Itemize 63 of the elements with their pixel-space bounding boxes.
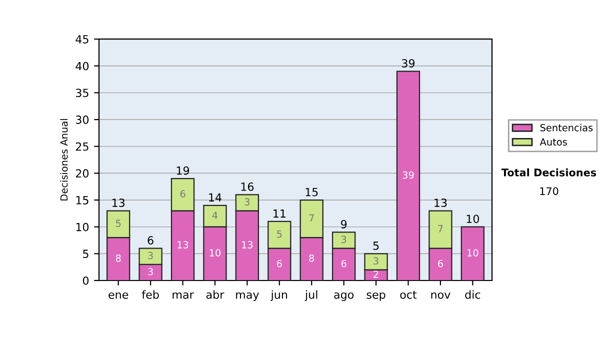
data-label: 8 xyxy=(309,254,314,262)
data-label: 10 xyxy=(468,249,478,256)
y-tick-label: 20 xyxy=(76,169,89,178)
data-label: 7 xyxy=(438,225,443,232)
data-label: 6 xyxy=(438,260,443,268)
x-tick-label: nov xyxy=(431,292,450,299)
total-label: 14 xyxy=(209,193,222,202)
data-label: 5 xyxy=(277,230,282,238)
data-label: 7 xyxy=(309,214,314,222)
total-label: 16 xyxy=(241,182,254,191)
x-tick-label: jun xyxy=(270,290,288,301)
x-tick-label: mar xyxy=(172,292,194,299)
legend-label: Sentencias xyxy=(540,124,593,132)
total-label: 13 xyxy=(434,198,447,207)
data-label: 3 xyxy=(374,257,378,265)
data-label: 6 xyxy=(180,190,186,198)
total-label: 15 xyxy=(306,188,318,196)
x-tick-label: jul xyxy=(304,290,318,301)
x-tick-label: dic xyxy=(465,290,480,299)
text: Total Decisiones xyxy=(501,168,596,176)
data-label: 6 xyxy=(276,260,282,268)
x-tick-label: ago xyxy=(334,292,354,301)
data-label: 6 xyxy=(341,260,346,268)
data-label: 8 xyxy=(116,254,121,262)
total-label: 6 xyxy=(148,236,154,245)
total-label: 39 xyxy=(402,59,415,68)
y-tick-label: 45 xyxy=(76,35,88,44)
x-tick-label: abr xyxy=(206,290,224,299)
total-label: 11 xyxy=(274,209,286,218)
x-tick-label: may xyxy=(236,292,259,301)
data-label: 3 xyxy=(148,268,153,276)
total-label: 10 xyxy=(466,214,480,224)
bar xyxy=(396,70,420,280)
total-label: 9 xyxy=(340,220,347,228)
data-label: 2 xyxy=(374,270,378,278)
y-tick-label: 40 xyxy=(76,62,89,70)
y-tick-label: 10 xyxy=(76,222,89,232)
total-label: 5 xyxy=(373,242,379,250)
y-tick-label: 0 xyxy=(82,276,89,285)
data-label: 13 xyxy=(242,241,253,248)
text: 170 xyxy=(540,187,558,196)
y-tick-label: 15 xyxy=(76,196,88,204)
data-label: 39 xyxy=(402,171,414,179)
data-label: 4 xyxy=(212,212,218,219)
total-label: 13 xyxy=(112,198,125,207)
x-tick-label: oct xyxy=(400,290,417,299)
y-tick-label: 30 xyxy=(76,116,89,124)
data-label: 3 xyxy=(148,252,153,260)
data-label: 3 xyxy=(244,198,250,206)
x-tick-label: feb xyxy=(142,290,159,299)
x-tick-label: sep xyxy=(366,292,386,301)
bar xyxy=(460,226,484,280)
data-label: 5 xyxy=(116,220,121,227)
legend-label: Autos xyxy=(540,138,567,146)
y-tick-label: 25 xyxy=(76,142,88,151)
y-axis-title: Decisiones Anual xyxy=(60,119,68,200)
data-label: 13 xyxy=(178,241,188,248)
y-tick-label: 35 xyxy=(76,88,88,98)
x-tick-label: ene xyxy=(108,292,128,299)
y-tick-label: 5 xyxy=(83,250,88,258)
data-label: 3 xyxy=(341,236,346,244)
data-label: 10 xyxy=(210,249,221,256)
total-label: 19 xyxy=(176,166,190,175)
